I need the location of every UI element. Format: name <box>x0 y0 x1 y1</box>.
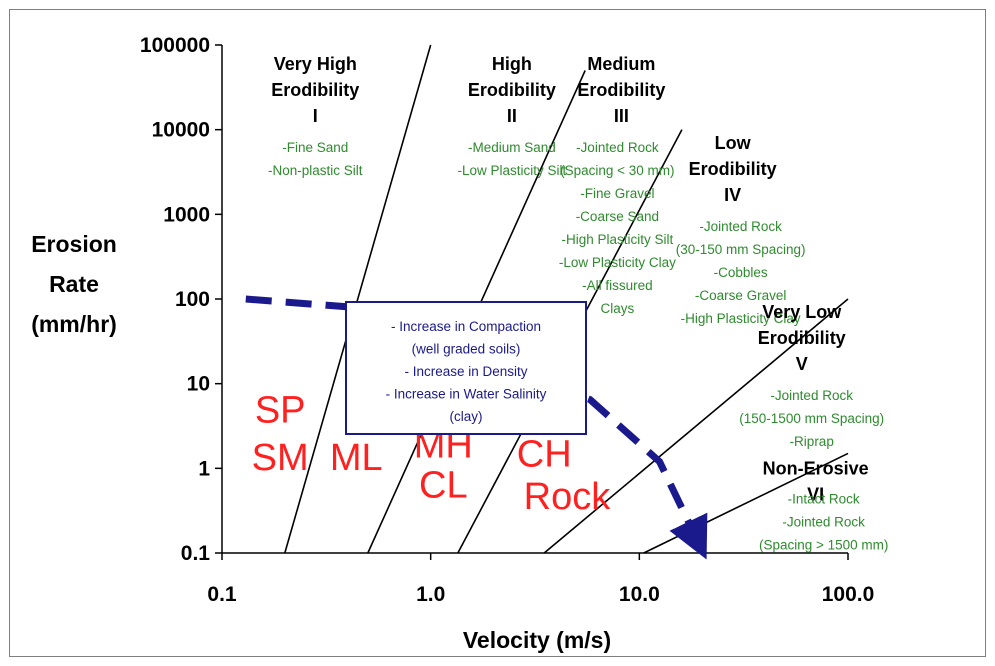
annotation-box <box>345 301 587 435</box>
zone-title-line: VI <box>807 484 824 504</box>
zone-material-label: (150-1500 mm Spacing) <box>739 411 884 426</box>
y-axis-title-line: (mm/hr) <box>31 311 117 337</box>
zone-material-label: -Jointed Rock <box>699 219 782 234</box>
zone-material-label: -Medium Sand <box>468 140 556 155</box>
zone-title-line: Low <box>715 133 752 153</box>
zone-title-line: Very High <box>274 54 357 74</box>
zone-title-line: V <box>796 354 808 374</box>
y-axis-title-line: Rate <box>49 271 99 297</box>
zone-material-label: -Riprap <box>790 434 834 449</box>
zone-material-label: -Jointed Rock <box>782 514 865 529</box>
y-tick-label: 100000 <box>140 34 210 57</box>
zone-material-label: -Coarse Gravel <box>695 288 787 303</box>
zone-material-label: -Jointed Rock <box>576 140 659 155</box>
annotation-line: - Increase in Density <box>404 364 527 379</box>
y-tick-label: 1 <box>198 457 210 480</box>
zone-title-line: Erodibility <box>577 80 665 100</box>
zone-boundary-line <box>284 44 432 554</box>
y-tick-label: 100 <box>175 288 210 311</box>
y-tick-label: 10 <box>187 373 210 396</box>
zone-title-line: Very Low <box>762 302 842 322</box>
zone-title-line: Erodibility <box>271 80 359 100</box>
y-tick-label: 1000 <box>163 203 210 226</box>
x-tick-label: 0.1 <box>207 583 237 606</box>
soil-class-label: CL <box>419 465 468 507</box>
zone-material-label: (Spacing < 30 mm) <box>560 163 674 178</box>
annotation-line: - Increase in Water Salinity <box>386 387 547 402</box>
zone-material-label: (Spacing > 1500 mm) <box>759 537 888 552</box>
trend-arrow <box>245 295 708 560</box>
annotation-line: (clay) <box>450 409 483 424</box>
zone-title-line: III <box>614 106 629 126</box>
zone-title-line: Erodibility <box>758 328 846 348</box>
soil-class-label: Rock <box>524 476 612 518</box>
soil-class-label: CH <box>517 434 572 476</box>
x-tick-label: 10.0 <box>619 583 660 606</box>
zone-title-line: Erodibility <box>689 159 777 179</box>
x-tick-label: 1.0 <box>416 583 445 606</box>
zone-title-line: I <box>313 106 318 126</box>
zone-title-line: Non-Erosive <box>763 458 869 478</box>
zone-material-label: -All fissured <box>582 278 653 293</box>
soil-class-label: SM <box>252 437 309 479</box>
zone-material-label: Clays <box>600 301 634 316</box>
soil-class-label: SP <box>255 389 306 431</box>
zone-title-line: High <box>492 54 532 74</box>
zone-material-label: -Cobbles <box>714 265 768 280</box>
zone-material-label: -Intact Rock <box>788 491 860 506</box>
y-tick-label: 10000 <box>152 119 210 142</box>
x-tick-label: 100.0 <box>822 583 875 606</box>
zone-title-line: IV <box>724 185 741 205</box>
zone-material-label: -High Plasticity Clay <box>681 311 801 326</box>
zone-title-line: Erodibility <box>468 80 556 100</box>
zone-material-label: -Low Plasticity Clay <box>559 255 676 270</box>
zone-material-label: -Coarse Sand <box>576 209 659 224</box>
zone-material-label: -High Plasticity Silt <box>561 232 673 247</box>
annotation-line: (well graded soils) <box>412 342 521 357</box>
zone-title-line: II <box>507 106 517 126</box>
y-tick-label: 0.1 <box>181 542 211 565</box>
erosion-chart: 0.1 1 10 100 1000 10000 100000 0.1 1.0 10.0 100.0 V… <box>31 34 888 653</box>
zone-material-label: -Fine Gravel <box>580 186 654 201</box>
soil-class-label: ML <box>330 437 383 479</box>
zone-material-label: -Low Plasticity Silt <box>457 163 566 178</box>
zone-boundary-line <box>543 298 849 554</box>
zone-material-label: -Jointed Rock <box>770 388 853 403</box>
chart-frame: 0.1 1 10 100 1000 10000 100000 0.1 1.0 10.0 100.0 V… <box>9 9 986 657</box>
zone-title-line: Medium <box>587 54 655 74</box>
x-axis-title: Velocity (m/s) <box>463 627 611 653</box>
zone-material-label: -Non-plastic Silt <box>268 163 363 178</box>
zone-material-label: -Fine Sand <box>282 140 348 155</box>
annotation-line: - Increase in Compaction <box>391 319 541 334</box>
zone-material-label: (30-150 mm Spacing) <box>676 242 806 257</box>
y-axis-title-line: Erosion <box>31 231 117 257</box>
